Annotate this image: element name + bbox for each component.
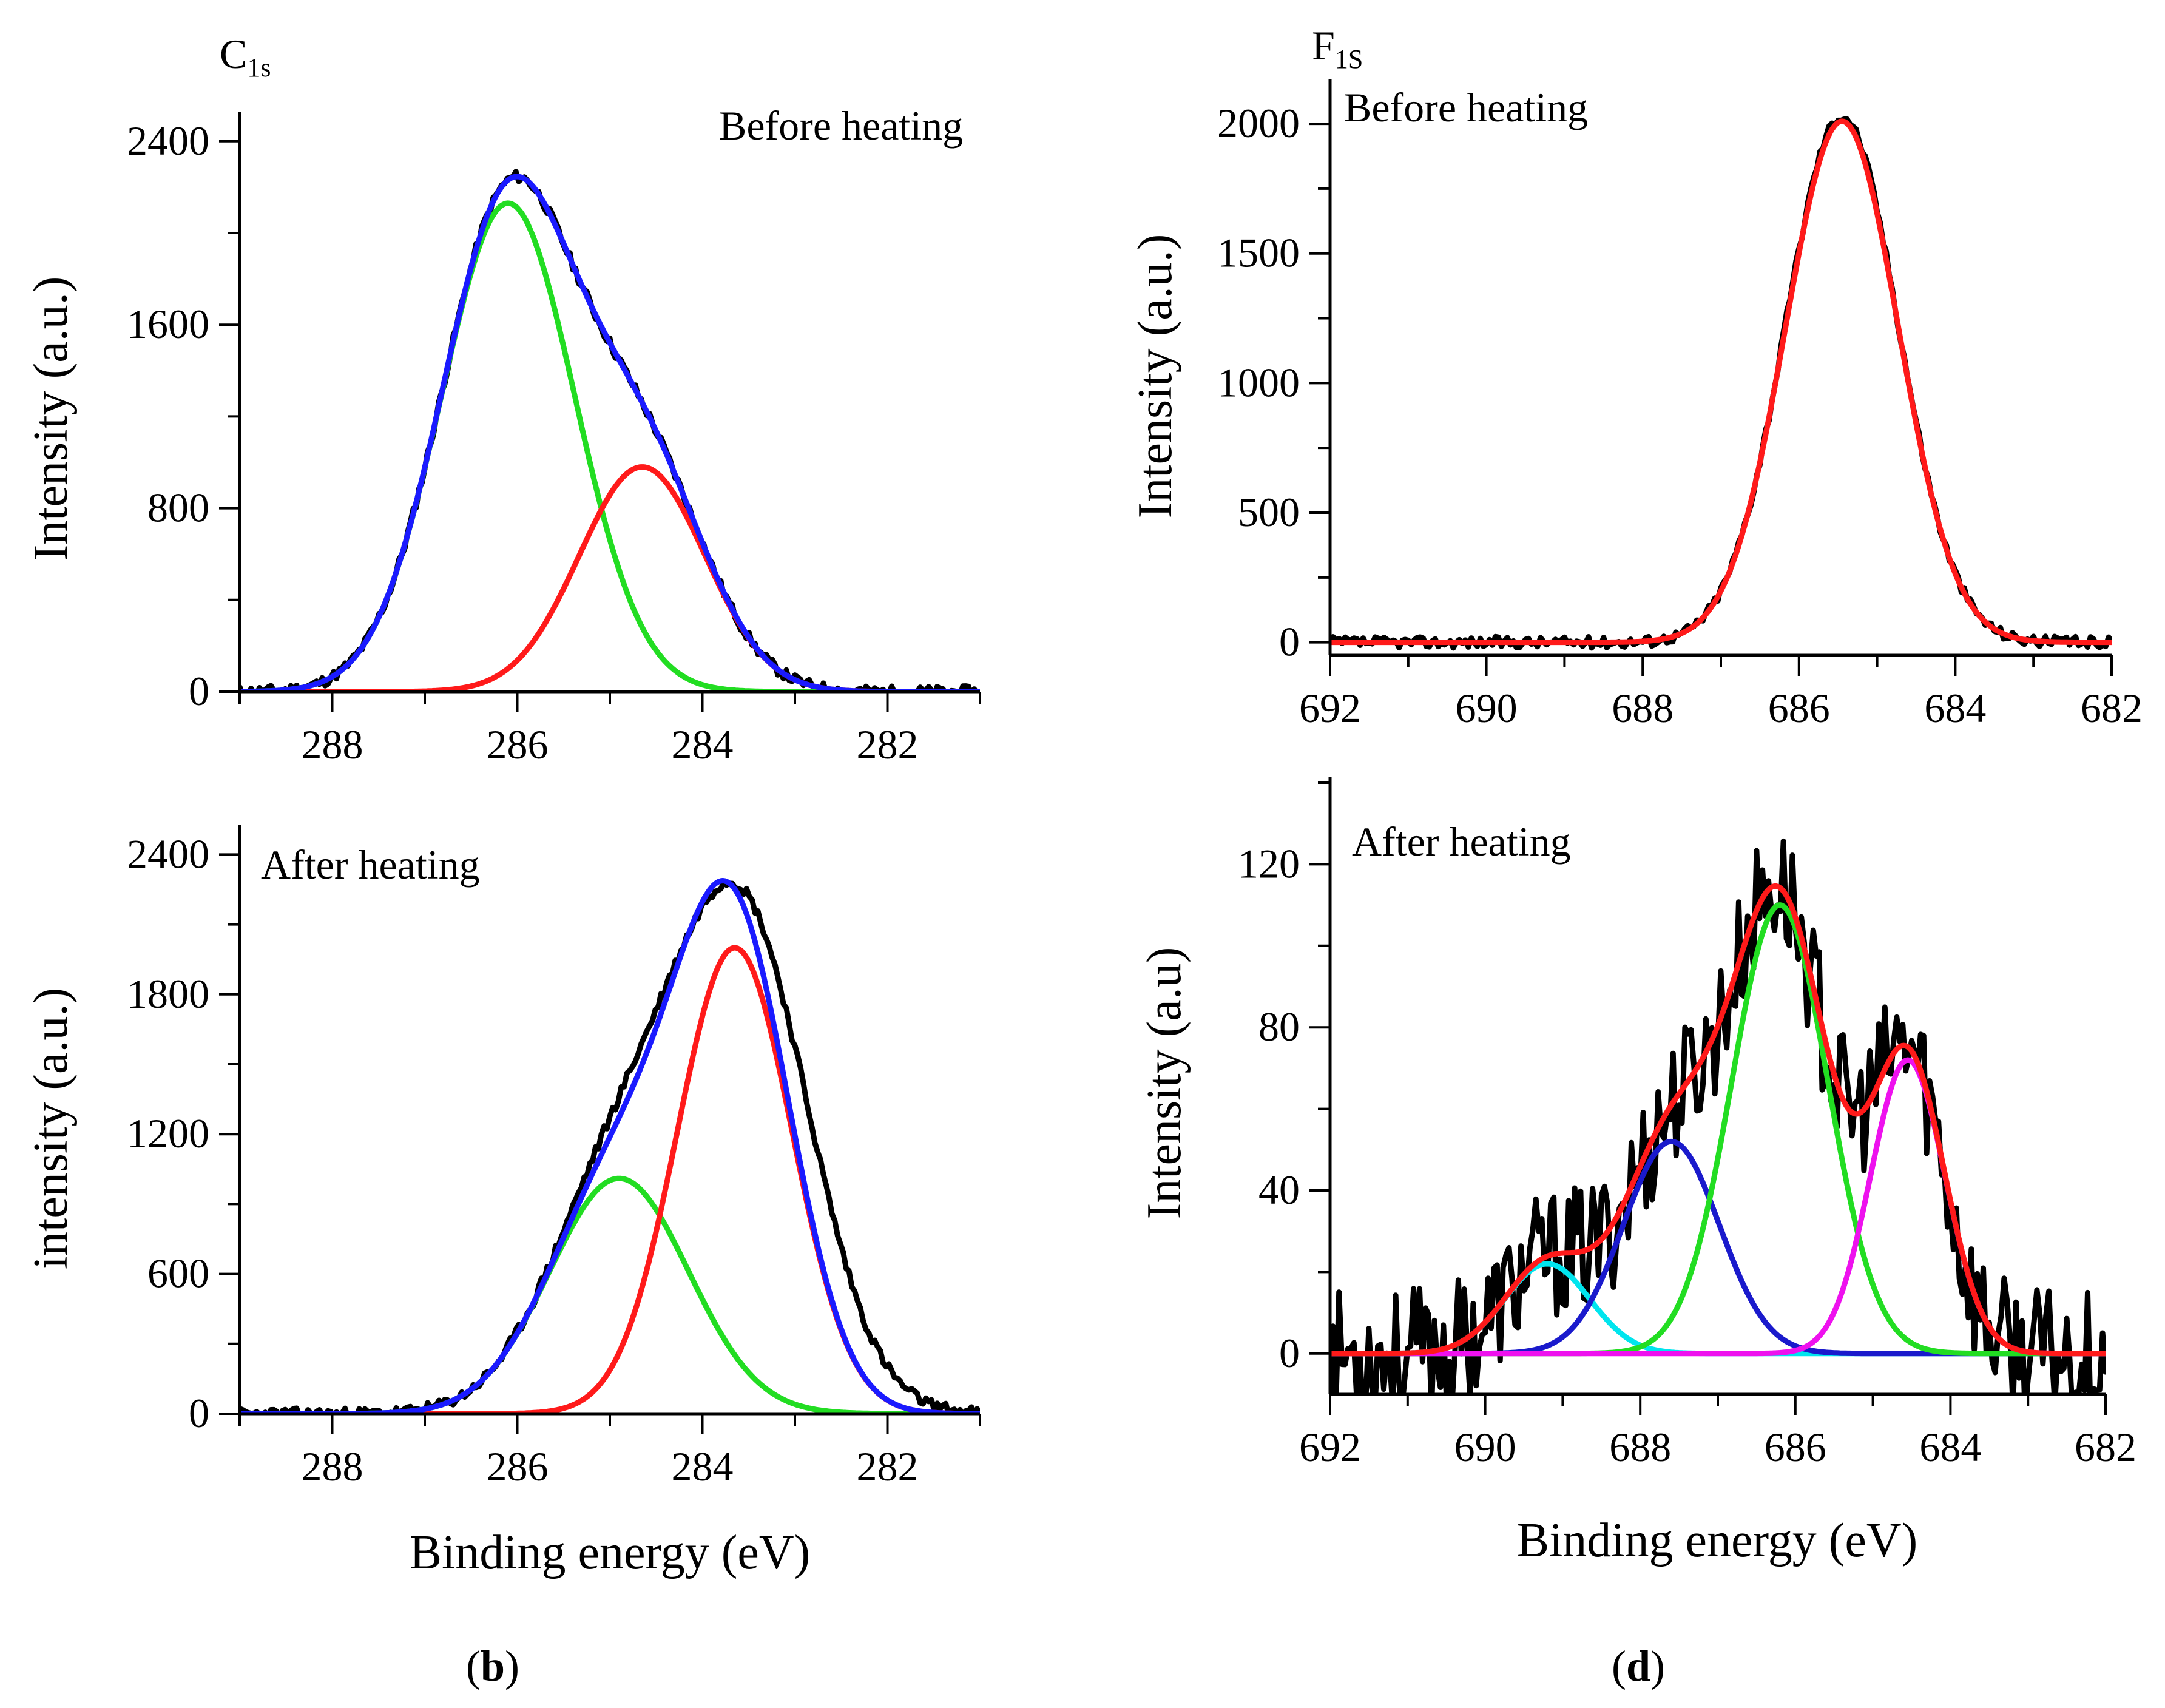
y-axis-title: Intensity (a.u.) <box>1129 234 1182 519</box>
x-tick-label: 282 <box>857 721 919 768</box>
series-measured <box>240 169 979 692</box>
x-tick-label: 692 <box>1299 685 1361 731</box>
y-tick-label: 600 <box>147 1251 209 1297</box>
series-group <box>1330 838 2106 1394</box>
x-tick-label: 692 <box>1299 1424 1361 1470</box>
series-fit <box>1330 118 2112 646</box>
y-tick-label: 0 <box>1279 1330 1300 1376</box>
series-component-686.2 <box>1330 902 2106 1357</box>
series-measured <box>1330 116 2112 651</box>
caption-b: (b) <box>466 1642 519 1690</box>
y-tick-label: 1600 <box>127 301 209 347</box>
y-tick-label: 40 <box>1258 1167 1300 1213</box>
y-tick-label: 1800 <box>127 971 209 1017</box>
x-tick-label: 688 <box>1609 1424 1671 1470</box>
caption-d: (d) <box>1612 1642 1665 1690</box>
x-tick-label: 686 <box>1768 685 1830 731</box>
series-envelope <box>1330 883 2106 1357</box>
ticks: 692 690 688 686 684 682 0 500 1000 1500 2000 <box>1217 100 2143 731</box>
ticks: 692 690 688 686 684 682 0 40 80 120 <box>1238 781 2136 1470</box>
y-tick-label: 120 <box>1238 840 1300 886</box>
panel-c1s-after: After heating intensity (a.u.) Binding e… <box>24 825 981 1579</box>
y-tick-label: 0 <box>189 668 209 714</box>
annotation: After heating <box>261 842 480 888</box>
axes <box>1328 777 2106 1396</box>
axes <box>1328 79 2112 657</box>
x-tick-label: 684 <box>1919 1424 1981 1470</box>
x-tick-label: 690 <box>1456 685 1518 731</box>
x-tick-label: 686 <box>1765 1424 1826 1470</box>
element-label: C1s <box>220 31 271 83</box>
x-tick-label: 284 <box>672 1443 734 1490</box>
annotation: Before heating <box>719 103 963 149</box>
x-tick-label: 288 <box>302 721 363 768</box>
y-tick-label: 2400 <box>127 831 209 877</box>
series-group <box>1330 116 2112 651</box>
series-group <box>240 878 980 1414</box>
panel-c1s-before: C1s Before heating Intensity (a.u.) 288 2… <box>24 31 981 768</box>
x-tick-label: 286 <box>487 721 549 768</box>
y-tick-label: 800 <box>147 485 209 531</box>
x-tick-label: 286 <box>487 1443 549 1490</box>
x-tick-label: 282 <box>857 1443 919 1490</box>
y-axis-title: Intensity (a.u) <box>1138 947 1191 1220</box>
y-axis-title: Intensity (a.u.) <box>24 277 78 561</box>
panel-f1s-after: After heating Intensity (a.u) Binding en… <box>1138 777 2136 1567</box>
x-axis-title: Binding energy (eV) <box>1517 1514 1918 1567</box>
axes <box>238 825 980 1416</box>
element-label: F1S <box>1312 22 1363 74</box>
annotation: Before heating <box>1344 84 1588 130</box>
series-component-284.9 <box>240 1175 980 1414</box>
x-axis-title: Binding energy (eV) <box>410 1526 811 1579</box>
y-tick-label: 80 <box>1258 1004 1300 1050</box>
y-tick-label: 0 <box>1279 619 1300 665</box>
annotation: After heating <box>1352 819 1571 865</box>
x-tick-label: 688 <box>1612 685 1674 731</box>
y-tick-label: 1500 <box>1217 230 1300 276</box>
series-group <box>240 169 980 692</box>
y-tick-label: 2400 <box>127 118 209 164</box>
axes <box>238 112 980 694</box>
y-tick-label: 1200 <box>127 1110 209 1156</box>
x-tick-label: 682 <box>2081 685 2143 731</box>
x-tick-label: 682 <box>2075 1424 2136 1470</box>
ticks: 288 286 284 282 0 600 1200 1800 2400 <box>127 831 981 1490</box>
y-tick-label: 0 <box>189 1390 209 1436</box>
x-tick-label: 684 <box>1924 685 1986 731</box>
series-envelope <box>240 174 980 692</box>
y-tick-label: 1000 <box>1217 359 1300 405</box>
series-component-286.1 <box>240 200 980 692</box>
panel-f1s-before: F1S Before heating Intensity (a.u.) 692 6… <box>1129 22 2143 731</box>
x-tick-label: 690 <box>1454 1424 1516 1470</box>
ticks: 288 286 284 282 0 800 1600 2400 <box>127 118 981 768</box>
y-tick-label: 2000 <box>1217 100 1300 146</box>
x-tick-label: 284 <box>672 721 734 768</box>
y-tick-label: 500 <box>1238 489 1300 535</box>
series-measured <box>240 880 980 1414</box>
series-component-684.5 <box>1330 1057 2106 1357</box>
y-axis-title: intensity (a.u.) <box>24 988 78 1269</box>
x-tick-label: 288 <box>302 1443 363 1490</box>
